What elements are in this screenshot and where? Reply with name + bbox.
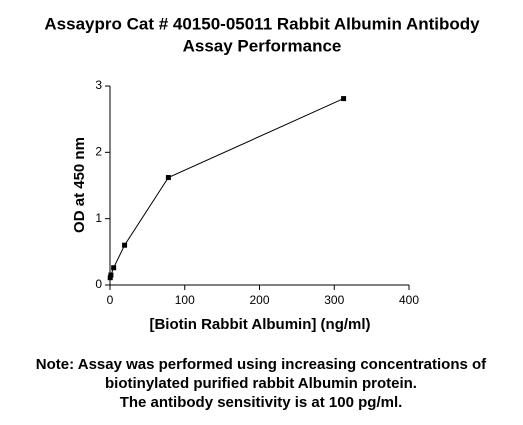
data-point [122, 242, 128, 248]
x-tick-label: 400 [399, 293, 419, 307]
chart-title: Assay Performance [183, 36, 342, 55]
series-line [109, 98, 344, 278]
y-tick-label: 1 [95, 211, 102, 225]
note: The antibody sensitivity is at 100 pg/ml… [120, 394, 403, 411]
data-point [107, 275, 113, 281]
note: Note: Assay was performed using increasi… [36, 356, 487, 373]
x-axis-label: [Biotin Rabbit Albumin] (ng/ml) [149, 316, 370, 333]
x-tick-label: 200 [249, 293, 269, 307]
data-point [108, 272, 114, 278]
data-point [111, 265, 117, 271]
x-tick-label: 0 [107, 293, 114, 307]
y-tick-label: 2 [95, 145, 102, 159]
note: biotinylated purified rabbit Albumin pro… [105, 375, 417, 392]
y-axis-label: OD at 450 nm [71, 137, 88, 233]
data-point [341, 96, 347, 102]
x-tick-label: 300 [324, 293, 344, 307]
y-tick-label: 0 [95, 277, 102, 291]
chart-title: Assaypro Cat # 40150-05011 Rabbit Albumi… [44, 14, 480, 33]
data-point [165, 175, 171, 181]
x-tick-label: 100 [175, 293, 195, 307]
y-tick-label: 3 [95, 78, 102, 92]
